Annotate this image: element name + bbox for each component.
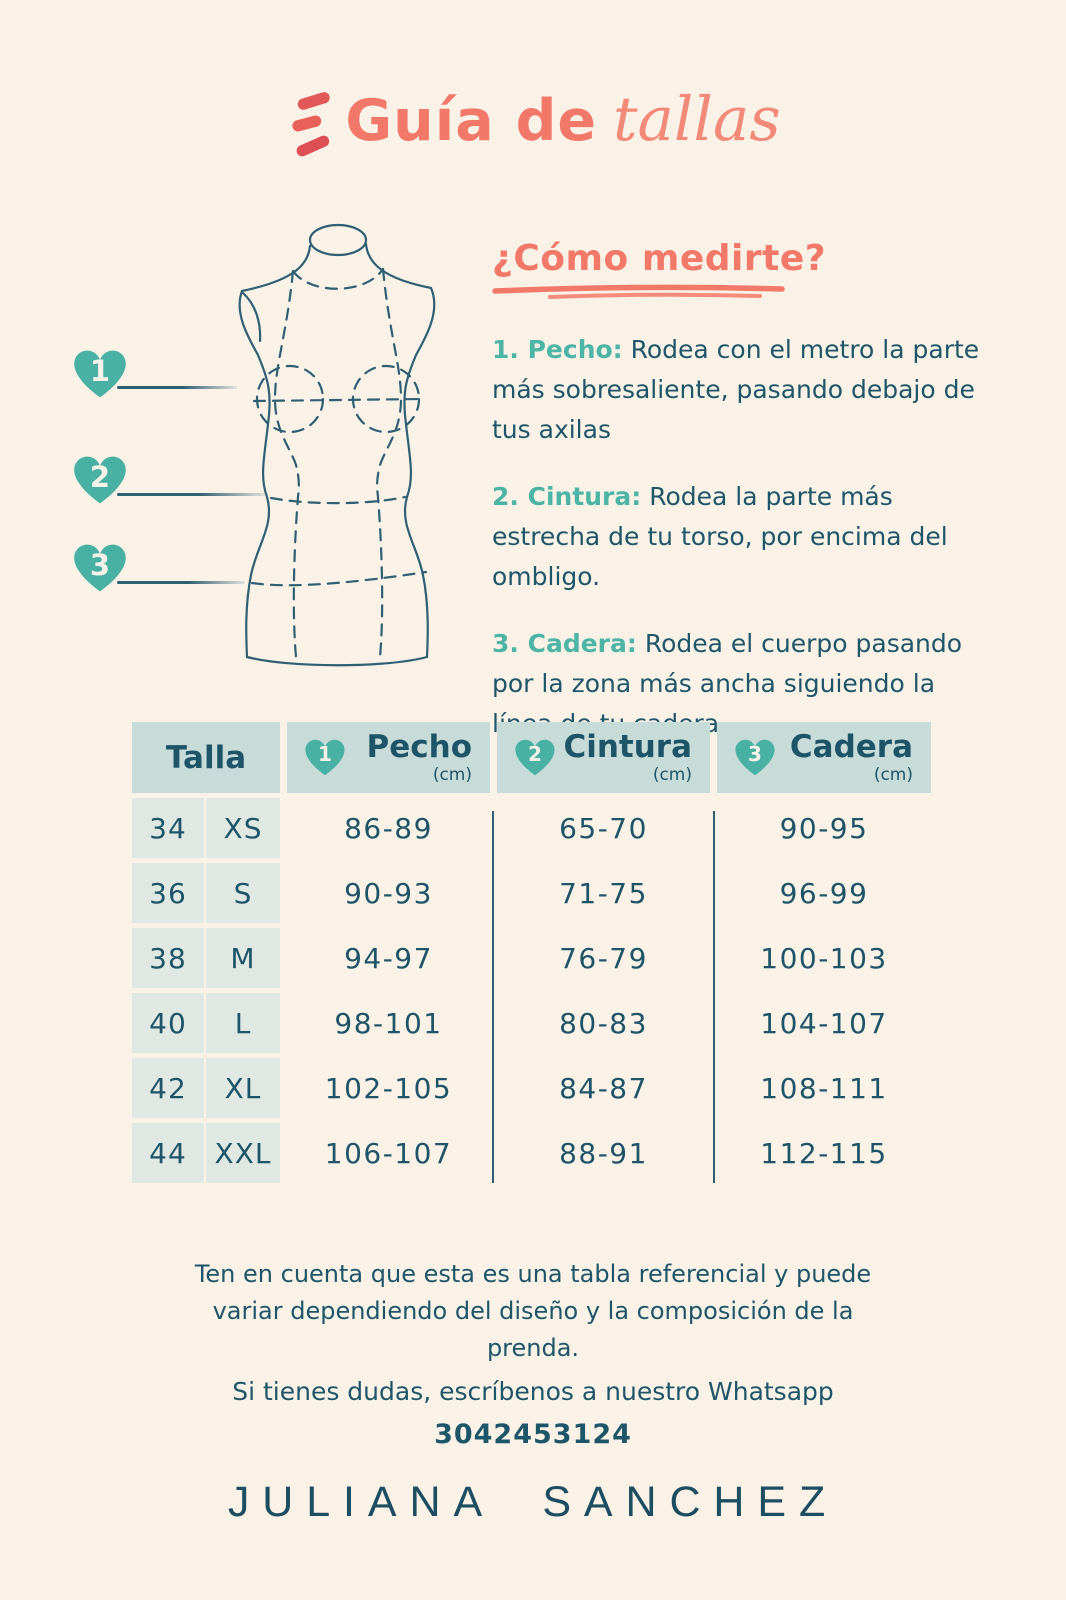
cintura-value: 80-83 [559,1006,648,1040]
talla-cell-pair: 40 L [132,993,280,1053]
cadera-header-cell: 3 Cadera (cm) [717,722,931,793]
size-letter-cell: L [206,993,280,1053]
pecho-unit-label: (cm) [432,764,472,785]
whatsapp-number: 3042453124 [434,1419,632,1450]
pointer-line-chest [117,386,237,389]
reference-note: Ten en cuenta que esta es una tabla refe… [194,1260,872,1363]
heart-3-number: 3 [748,742,762,766]
talla-cell-pair: 44 XXL [132,1123,280,1183]
table-row: 34 XS 86-89 65-70 90-95 [132,798,934,858]
pointer-line-waist [117,493,265,496]
table-row: 36 S 90-93 71-75 96-99 [132,863,934,923]
table-row: 42 XL 102-105 84-87 108-111 [132,1058,934,1118]
column-divider [713,811,715,1183]
cadera-value: 90-95 [779,811,869,845]
brand-name: JULIANA SANCHEZ [227,1478,839,1526]
how-to-measure-section: ¿Cómo medirte? 1. Pecho: Rodea con el me… [492,238,1000,744]
measure-point-2-number: 2 [89,460,111,494]
heart-2-icon: 2 [513,737,557,778]
cintura-value: 71-75 [559,876,648,910]
cadera-value: 104-107 [760,1006,888,1040]
talla-cell-pair: 42 XL [132,1058,280,1118]
size-number-cell: 34 [132,798,204,858]
cintura-header-label: Cintura [563,728,692,765]
cintura-value: 84-87 [559,1071,648,1105]
column-divider [492,811,494,1183]
cintura-value: 65-70 [559,811,648,845]
size-letter-cell: XL [206,1058,280,1118]
measure-point-2-heart-icon: 2 [71,453,129,507]
table-row: 38 M 94-97 76-79 100-103 [132,928,934,988]
step-cintura-label: 2. Cintura: [492,482,642,511]
size-table: Talla 1 Pecho (cm) 2 Cintura (cm [132,722,934,1183]
pecho-header-label: Pecho [366,728,473,765]
pecho-value: 102-105 [324,1071,453,1105]
heart-1-number: 1 [318,742,332,766]
step-pecho-label: 1. Pecho: [492,335,623,364]
cadera-value: 112-115 [760,1136,888,1170]
cintura-header-cell: 2 Cintura (cm) [497,722,710,793]
heart-1-icon: 1 [303,737,347,778]
how-to-heading: ¿Cómo medirte? [492,238,827,279]
table-row: 44 XXL 106-107 88-91 112-115 [132,1123,934,1183]
step-pecho: 1. Pecho: Rodea con el metro la parte má… [492,330,1000,450]
talla-header-cell: Talla [132,722,280,793]
pecho-value: 90-93 [344,876,433,910]
table-header-row: Talla 1 Pecho (cm) 2 Cintura (cm [132,722,934,793]
measure-point-1-heart-icon: 1 [71,347,129,401]
heart-2-number: 2 [528,742,542,766]
size-number-cell: 44 [132,1123,204,1183]
cadera-header-label: Cadera [789,728,913,765]
cintura-header-stack: Cintura (cm) [563,728,692,785]
brush-underline [492,284,785,299]
table-row: 40 L 98-101 80-83 104-107 [132,993,934,1053]
pecho-header-cell: 1 Pecho (cm) [287,722,490,793]
size-number-cell: 36 [132,863,204,923]
heart-3-icon: 3 [733,737,777,778]
cadera-value: 100-103 [760,941,888,975]
page-title: Guía de tallas [0,84,1066,172]
brand-mark-icon [292,92,331,157]
mannequin-illustration [238,223,436,667]
step-pecho-text: Rodea con el metro la parte más sobresal… [492,335,980,444]
pecho-header-stack: Pecho (cm) [366,728,473,785]
cintura-value: 88-91 [559,1136,648,1170]
measure-point-1-number: 1 [89,354,111,388]
cadera-value: 96-99 [779,876,869,910]
size-letter-cell: XS [206,798,280,858]
size-letter-cell: XXL [206,1123,280,1183]
title-text-italic: tallas [613,84,781,155]
pecho-value: 94-97 [344,941,433,975]
size-letter-cell: M [206,928,280,988]
title-text-bold: Guía de [345,88,598,154]
whatsapp-line: Si tienes dudas, escríbenos a nuestro Wh… [232,1377,834,1406]
step-cintura-text: Rodea la parte más estrecha de tu torso,… [492,482,948,591]
pecho-value: 98-101 [334,1006,443,1040]
step-cadera-label: 3. Cadera: [492,629,637,658]
size-number-cell: 42 [132,1058,204,1118]
talla-cell-pair: 34 XS [132,798,280,858]
size-letter-cell: S [206,863,280,923]
cintura-value: 76-79 [559,941,648,975]
measure-point-3-number: 3 [89,548,111,582]
pecho-value: 86-89 [344,811,433,845]
cintura-unit-label: (cm) [652,764,692,785]
pointer-line-hip [117,581,245,584]
step-cintura: 2. Cintura: Rodea la parte más estrecha … [492,477,1000,597]
cadera-header-stack: Cadera (cm) [789,728,913,785]
pecho-value: 106-107 [324,1136,453,1170]
size-number-cell: 38 [132,928,204,988]
cadera-value: 108-111 [760,1071,888,1105]
measure-point-3-heart-icon: 3 [71,541,129,595]
cadera-unit-label: (cm) [873,764,913,785]
talla-cell-pair: 36 S [132,863,280,923]
size-number-cell: 40 [132,993,204,1053]
talla-cell-pair: 38 M [132,928,280,988]
